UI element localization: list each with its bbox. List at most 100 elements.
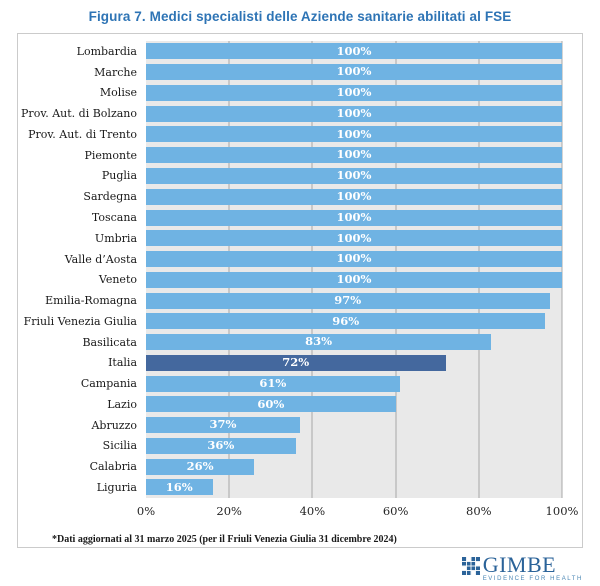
bar-row: Prov. Aut. di Trento 100% (18, 124, 562, 145)
gridline (228, 41, 230, 498)
bar: 96% (146, 313, 546, 330)
category-label: Marche (94, 65, 137, 79)
category-label: Prov. Aut. di Trento (28, 127, 137, 141)
bar-chart: Lombardia 100% Marche 100% Molise 100% P… (18, 41, 582, 498)
bar-track: 26% (146, 458, 562, 475)
bar-track: 37% (146, 417, 562, 434)
bar-track: 100% (146, 84, 562, 101)
footnote: *Dati aggiornati al 31 marzo 2025 (per i… (52, 534, 397, 545)
category-label: Sardegna (83, 190, 137, 204)
category-label: Piemonte (84, 148, 138, 162)
bar-row: Calabria 26% (18, 456, 562, 477)
chart-container: Lombardia 100% Marche 100% Molise 100% P… (17, 33, 583, 548)
bar: 100% (146, 126, 562, 143)
category-label: Toscana (91, 211, 137, 224)
category-label: Prov. Aut. di Bolzano (21, 107, 137, 121)
bar: 26% (146, 458, 255, 475)
bar-value-label: 97% (334, 292, 362, 307)
bar: 100% (146, 167, 562, 184)
title-bar: Figura 7. Medici specialisti delle Azien… (0, 0, 600, 33)
bar: 100% (146, 209, 562, 226)
bar-value-label: 36% (207, 438, 235, 453)
bar-rows: Lombardia 100% Marche 100% Molise 100% P… (18, 41, 562, 498)
bar: 100% (146, 147, 562, 164)
x-axis-tick-label: 80% (466, 504, 492, 518)
bar-track: 100% (146, 64, 562, 81)
category-label: Puglia (101, 169, 137, 183)
bar-track: 100% (146, 167, 562, 184)
bar-track: 100% (146, 230, 562, 247)
bar-row: Basilicata 83% (18, 332, 562, 353)
bar-track: 61% (146, 375, 562, 392)
bar-row: Lombardia 100% (18, 41, 562, 62)
bar-track: 60% (146, 396, 562, 413)
bar: 100% (146, 188, 562, 205)
bar-value-label: 100% (336, 209, 372, 224)
bar-track: 100% (146, 126, 562, 143)
bar-row: Lazio 60% (18, 394, 562, 415)
category-label: Calabria (89, 460, 137, 474)
bar-row: Puglia 100% (18, 166, 562, 187)
bar-track: 97% (146, 292, 562, 309)
bar-value-label: 100% (336, 230, 372, 245)
category-label: Italia (108, 356, 137, 370)
bar-track: 100% (146, 271, 562, 288)
bar-value-label: 37% (209, 417, 237, 432)
bar-row: Sardegna 100% (18, 186, 562, 207)
bar-row: Italia 72% (18, 352, 562, 373)
bar-value-label: 72% (282, 355, 310, 370)
footer: GIMBE EVIDENCE FOR HEALTH (0, 548, 600, 585)
category-label: Abruzzo (91, 418, 137, 432)
bar-track: 100% (146, 147, 562, 164)
bar-value-label: 26% (186, 458, 214, 473)
category-label: Lombardia (76, 44, 137, 58)
bar: 60% (146, 396, 396, 413)
gridline (478, 41, 480, 498)
category-label: Liguria (96, 480, 137, 494)
bar: 36% (146, 437, 296, 454)
bar: 100% (146, 271, 562, 288)
x-axis-tick-label: 0% (136, 504, 156, 518)
category-label: Veneto (98, 273, 137, 287)
bar-row: Sicilia 36% (18, 436, 562, 457)
bar: 100% (146, 230, 562, 247)
bar-row: Emilia-Romagna 97% (18, 290, 562, 311)
bar-value-label: 100% (336, 272, 372, 287)
bar-value-label: 83% (305, 334, 333, 349)
bar-value-label: 100% (336, 85, 372, 100)
bar: 97% (146, 292, 550, 309)
bar-row: Marche 100% (18, 62, 562, 83)
bar-row: Abruzzo 37% (18, 415, 562, 436)
bar-track: 36% (146, 437, 562, 454)
bar-row: Molise 100% (18, 83, 562, 104)
category-label: Valle d’Aosta (64, 252, 137, 266)
bar-value-label: 100% (336, 64, 372, 79)
bar-row: Piemonte 100% (18, 145, 562, 166)
bar-track: 100% (146, 105, 562, 122)
bar-row: Campania 61% (18, 373, 562, 394)
gimbe-logo-tagline: EVIDENCE FOR HEALTH (482, 576, 583, 582)
x-axis-tick-label: 20% (216, 504, 242, 518)
bar: 72% (146, 354, 446, 371)
bar-track: 72% (146, 354, 562, 371)
category-label: Molise (99, 86, 137, 100)
gridline (561, 41, 563, 498)
bar: 16% (146, 479, 213, 496)
bar-row: Umbria 100% (18, 228, 562, 249)
bar: 61% (146, 375, 400, 392)
bar-track: 100% (146, 188, 562, 205)
category-label: Emilia-Romagna (45, 294, 137, 308)
category-label: Lazio (107, 397, 137, 411)
category-label: Friuli Venezia Giulia (23, 314, 137, 328)
x-axis: 0% 20% 40% 60% 80% 100% (137, 500, 579, 522)
bar: 100% (146, 251, 562, 268)
bar-value-label: 100% (336, 105, 372, 120)
x-axis-tick-label: 40% (299, 504, 326, 518)
bar: 83% (146, 334, 492, 351)
bar-row: Liguria 16% (18, 477, 562, 498)
bar-value-label: 100% (336, 126, 372, 141)
gimbe-logo-text-block: GIMBE EVIDENCE FOR HEALTH (482, 554, 583, 583)
bar-row: Valle d’Aosta 100% (18, 249, 562, 270)
bar-track: 83% (146, 334, 562, 351)
bar-row: Toscana 100% (18, 207, 562, 228)
